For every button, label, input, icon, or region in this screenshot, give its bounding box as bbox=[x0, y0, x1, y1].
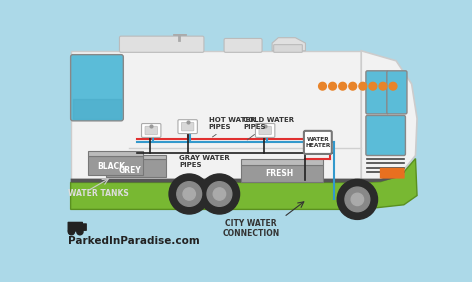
FancyBboxPatch shape bbox=[119, 36, 204, 52]
FancyBboxPatch shape bbox=[181, 122, 194, 131]
Text: WATER TANKS: WATER TANKS bbox=[68, 190, 129, 198]
Polygon shape bbox=[361, 51, 417, 184]
FancyBboxPatch shape bbox=[67, 222, 83, 232]
Polygon shape bbox=[71, 158, 417, 210]
FancyBboxPatch shape bbox=[259, 126, 271, 135]
FancyBboxPatch shape bbox=[274, 45, 303, 52]
Text: GRAY WATER
PIPES: GRAY WATER PIPES bbox=[179, 155, 230, 168]
Circle shape bbox=[199, 174, 240, 214]
FancyBboxPatch shape bbox=[380, 168, 405, 179]
Polygon shape bbox=[71, 51, 361, 184]
FancyBboxPatch shape bbox=[366, 71, 388, 114]
FancyBboxPatch shape bbox=[80, 223, 87, 231]
Polygon shape bbox=[272, 38, 305, 51]
Circle shape bbox=[213, 188, 226, 200]
Polygon shape bbox=[88, 151, 143, 155]
Circle shape bbox=[177, 182, 202, 206]
Circle shape bbox=[351, 193, 363, 206]
Circle shape bbox=[337, 179, 378, 219]
FancyBboxPatch shape bbox=[145, 126, 158, 135]
Polygon shape bbox=[71, 174, 400, 182]
Polygon shape bbox=[106, 159, 166, 177]
FancyBboxPatch shape bbox=[178, 120, 197, 134]
Text: FRESH: FRESH bbox=[266, 169, 294, 178]
Text: GREY: GREY bbox=[119, 166, 142, 175]
Circle shape bbox=[359, 82, 367, 90]
Circle shape bbox=[339, 82, 346, 90]
Text: WATER
HEATER: WATER HEATER bbox=[305, 137, 330, 148]
Circle shape bbox=[379, 82, 387, 90]
Circle shape bbox=[389, 82, 397, 90]
Polygon shape bbox=[241, 159, 322, 165]
Polygon shape bbox=[88, 155, 143, 175]
FancyBboxPatch shape bbox=[387, 71, 407, 114]
Circle shape bbox=[207, 182, 232, 206]
Circle shape bbox=[319, 82, 326, 90]
Polygon shape bbox=[106, 155, 166, 159]
FancyBboxPatch shape bbox=[224, 38, 262, 52]
FancyBboxPatch shape bbox=[142, 124, 161, 137]
Text: ParkedInParadise.com: ParkedInParadise.com bbox=[68, 236, 200, 246]
Polygon shape bbox=[241, 165, 322, 182]
Circle shape bbox=[183, 188, 195, 200]
FancyBboxPatch shape bbox=[255, 124, 275, 137]
Circle shape bbox=[369, 82, 377, 90]
Text: CITY WATER
CONNECTION: CITY WATER CONNECTION bbox=[223, 219, 280, 238]
Circle shape bbox=[68, 229, 75, 235]
Circle shape bbox=[77, 229, 83, 235]
Circle shape bbox=[329, 82, 337, 90]
FancyBboxPatch shape bbox=[366, 115, 405, 155]
Text: BLACK: BLACK bbox=[98, 162, 126, 171]
Circle shape bbox=[169, 174, 210, 214]
Text: COLD WATER
PIPES: COLD WATER PIPES bbox=[244, 117, 295, 140]
FancyBboxPatch shape bbox=[304, 131, 332, 154]
Circle shape bbox=[345, 187, 370, 212]
Circle shape bbox=[349, 82, 357, 90]
Text: HOT WATER
PIPES: HOT WATER PIPES bbox=[209, 117, 255, 137]
FancyBboxPatch shape bbox=[71, 55, 123, 121]
